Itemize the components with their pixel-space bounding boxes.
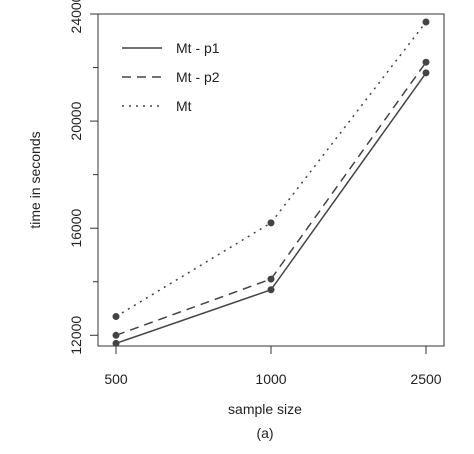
data-point-series-2 [422, 58, 430, 66]
y-tick-label: 16000 [68, 209, 84, 248]
x-tick-label: 1000 [255, 371, 286, 387]
y-tick-label: 20000 [68, 101, 84, 140]
series-line-2 [115, 61, 427, 336]
y-axis-label: time in seconds [27, 131, 43, 228]
legend-label-2: Mt - p2 [176, 69, 220, 85]
data-point-series-3 [267, 219, 275, 227]
y-axis: 12000 16000 20000 24000 [68, 0, 98, 355]
x-tick-label: 2500 [410, 371, 441, 387]
data-point-series-1 [422, 69, 430, 77]
data-point-series-2 [267, 275, 275, 283]
y-tick-label: 12000 [68, 316, 84, 355]
legend: Mt - p1 Mt - p2 Mt [122, 40, 220, 114]
x-axis: 500 1000 2500 [104, 346, 442, 387]
figure-caption: (a) [256, 425, 273, 441]
series-line-1 [115, 72, 427, 345]
legend-label-3: Mt [176, 98, 192, 114]
x-axis-label: sample size [228, 401, 302, 417]
series-layer [112, 18, 430, 347]
data-point-series-2 [112, 331, 120, 339]
data-point-series-1 [267, 286, 275, 294]
series-line-3 [115, 21, 427, 318]
x-tick-label: 500 [104, 371, 128, 387]
data-point-series-3 [112, 313, 120, 321]
data-point-series-1 [112, 339, 120, 347]
data-point-series-3 [422, 18, 430, 26]
plot-frame [97, 13, 445, 347]
legend-label-1: Mt - p1 [176, 40, 220, 56]
y-tick-label: 24000 [68, 0, 84, 33]
